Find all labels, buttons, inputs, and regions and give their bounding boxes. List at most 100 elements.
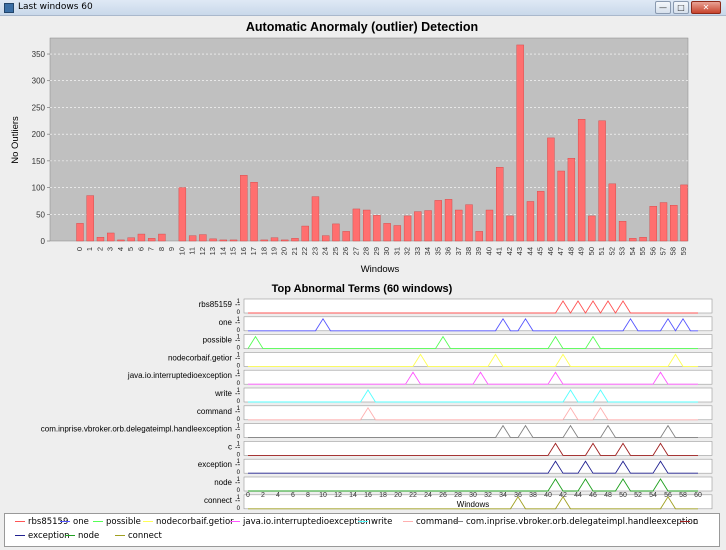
legend-item: rbs85159 bbox=[15, 517, 68, 527]
bar-x-tick-label: 48 bbox=[566, 247, 575, 255]
legend-swatch bbox=[358, 521, 368, 522]
legend-label: nodecorbaif.getior bbox=[156, 517, 234, 527]
bar-x-tick-label: 22 bbox=[300, 247, 309, 255]
term-row-tick-1: 1 bbox=[237, 388, 241, 394]
term-row-box bbox=[243, 369, 713, 385]
bar bbox=[362, 209, 371, 242]
term-row-box bbox=[243, 405, 713, 421]
bar bbox=[588, 215, 596, 242]
bar-x-tick-label: 34 bbox=[423, 247, 432, 255]
term-row-separator: -- bbox=[235, 371, 241, 380]
close-button[interactable]: ✕ bbox=[691, 1, 721, 14]
terms-x-tick-label: 40 bbox=[544, 492, 552, 499]
bar-x-tick-label: 56 bbox=[648, 247, 657, 255]
bar-x-tick-label: 20 bbox=[280, 247, 289, 255]
term-series-line bbox=[248, 478, 698, 492]
term-row-box bbox=[243, 298, 713, 314]
minimize-button[interactable]: — bbox=[655, 1, 671, 14]
legend-item: write bbox=[358, 517, 392, 527]
legend-swatch bbox=[65, 535, 75, 536]
bar-x-tick-label: 35 bbox=[433, 247, 442, 255]
bar bbox=[393, 225, 402, 242]
terms-x-tick-label: 42 bbox=[559, 492, 567, 499]
legend-label: java.io.interruptedioexception bbox=[243, 517, 371, 527]
term-row-separator: -- bbox=[235, 353, 241, 362]
bar bbox=[188, 235, 197, 242]
terms-x-tick-label: 30 bbox=[469, 492, 477, 499]
bar-x-label: Windows bbox=[361, 264, 400, 275]
term-row-label: write bbox=[214, 389, 232, 398]
bar-x-tick-label: 6 bbox=[136, 247, 145, 251]
bar-x-axis: 0 1 2 3 4 5 6 7 8 9 10 11 12 13 14 15 16 17 18 19 20 21 22 23 24… bbox=[75, 247, 688, 255]
bar-y-tick-label: 200 bbox=[32, 130, 46, 139]
bar-x-tick-label: 59 bbox=[679, 247, 688, 255]
bar bbox=[76, 223, 84, 242]
bar-x-tick-label: 45 bbox=[536, 247, 545, 255]
bar-x-tick-label: 32 bbox=[403, 247, 412, 255]
bar-x-tick-label: 15 bbox=[229, 247, 238, 255]
term-row-tick-0: 0 bbox=[237, 506, 241, 512]
bar-x-tick-label: 25 bbox=[331, 247, 340, 255]
term-row-separator: -- bbox=[235, 442, 241, 451]
term-row-tick-0: 0 bbox=[237, 435, 241, 441]
legend-item: one bbox=[60, 517, 89, 527]
terms-x-tick-label: 60 bbox=[694, 492, 702, 499]
terms-x-tick-label: 2 bbox=[261, 492, 265, 499]
bar-x-tick-label: 39 bbox=[474, 247, 483, 255]
term-row-separator: -- bbox=[235, 425, 241, 434]
bar bbox=[240, 175, 248, 242]
term-row-tick-0: 0 bbox=[237, 417, 241, 423]
terms-x-tick-label: 32 bbox=[484, 492, 492, 499]
term-series-line bbox=[247, 335, 698, 350]
bar bbox=[618, 221, 627, 242]
bar-y-tick-label: 350 bbox=[32, 50, 46, 59]
bar bbox=[352, 208, 361, 242]
term-series-line bbox=[248, 442, 698, 456]
bar-x-tick-label: 50 bbox=[587, 247, 596, 255]
term-row-label: connect bbox=[204, 496, 233, 505]
bar bbox=[127, 237, 135, 242]
term-row-separator: -- bbox=[235, 496, 241, 505]
maximize-button[interactable]: □ bbox=[673, 1, 689, 14]
bar-x-tick-label: 23 bbox=[310, 247, 319, 255]
legend-item: node bbox=[65, 531, 99, 541]
term-series-line bbox=[248, 317, 698, 332]
bar bbox=[322, 235, 330, 242]
terms-x-tick-label: 48 bbox=[604, 492, 612, 499]
bar-x-tick-label: 8 bbox=[157, 247, 166, 251]
bar-y-tick-label: 100 bbox=[32, 184, 46, 193]
bar-x-tick-label: 37 bbox=[454, 247, 463, 255]
bar bbox=[96, 237, 105, 242]
legend-label: one bbox=[73, 517, 89, 527]
legend-label: com.inprise.vbroker.orb.delegateimpl.han… bbox=[466, 517, 699, 527]
bar-y-tick-label: 250 bbox=[32, 103, 46, 112]
bar bbox=[485, 209, 494, 242]
bar bbox=[629, 238, 637, 242]
bar-x-tick-label: 10 bbox=[177, 247, 186, 255]
bar-x-tick-label: 53 bbox=[618, 247, 627, 255]
terms-x-tick-label: 14 bbox=[349, 492, 357, 499]
bar bbox=[311, 196, 320, 242]
term-row-separator: -- bbox=[235, 407, 241, 416]
term-row-label: node bbox=[214, 478, 232, 487]
bar bbox=[598, 120, 606, 242]
term-row-tick-1: 1 bbox=[237, 406, 241, 412]
term-row-label: exception bbox=[198, 460, 232, 469]
term-row-tick-1: 1 bbox=[237, 441, 241, 447]
term-row-box bbox=[243, 441, 713, 456]
terms-x-tick-label: 54 bbox=[649, 492, 657, 499]
bar bbox=[178, 187, 187, 242]
bar bbox=[680, 184, 688, 242]
term-series-line bbox=[248, 495, 698, 510]
bar-x-tick-label: 24 bbox=[321, 247, 330, 255]
term-row-tick-0: 0 bbox=[237, 363, 241, 369]
bar bbox=[301, 225, 309, 242]
bar-x-tick-label: 9 bbox=[167, 247, 176, 251]
term-row-label: possible bbox=[203, 336, 233, 345]
bar-x-tick-label: 43 bbox=[515, 247, 524, 255]
legend-item: c bbox=[680, 517, 698, 527]
terms-x-tick-label: 46 bbox=[589, 492, 597, 499]
bar bbox=[137, 233, 146, 242]
term-row-tick-1: 1 bbox=[237, 459, 241, 465]
legend-swatch bbox=[403, 521, 413, 522]
